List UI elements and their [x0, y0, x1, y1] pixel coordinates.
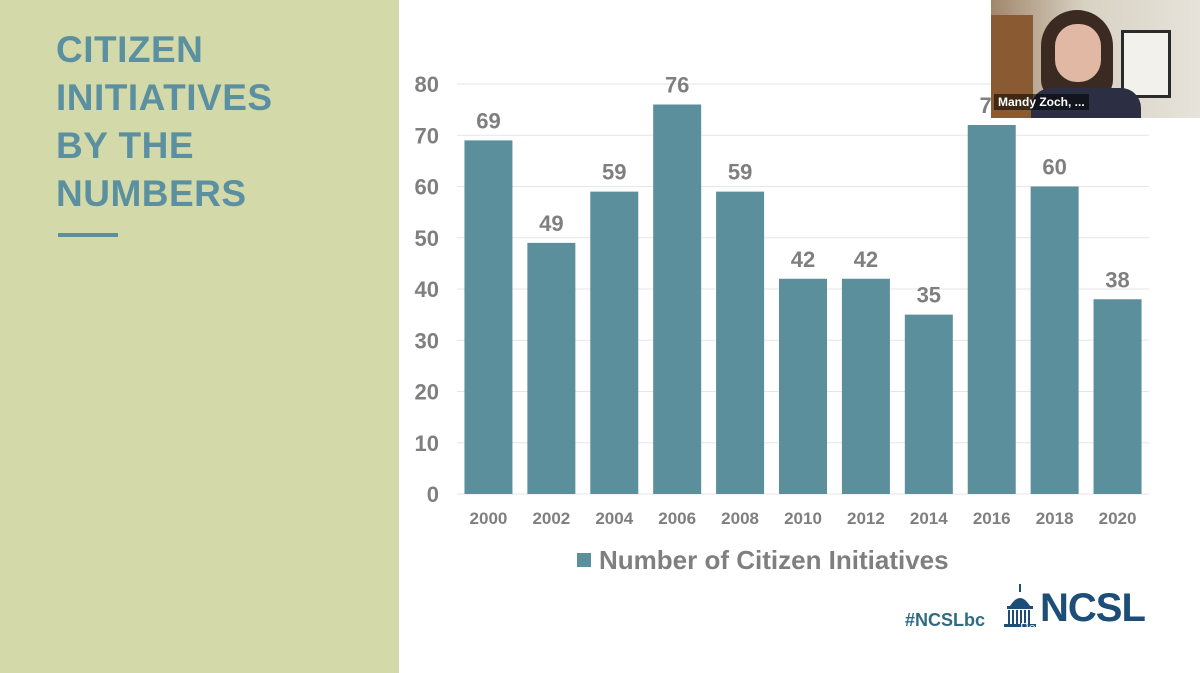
- x-tick-label: 2002: [532, 509, 570, 528]
- data-label: 42: [791, 247, 815, 272]
- y-tick-label: 60: [415, 175, 439, 200]
- participant-video-tile[interactable]: Mandy Zoch, ...: [991, 0, 1200, 118]
- x-tick-label: 2020: [1099, 509, 1137, 528]
- bar: [779, 278, 827, 494]
- title-line: INITIATIVES: [56, 77, 273, 118]
- x-tick-label: 2010: [784, 509, 822, 528]
- zoom-watermark: Powered by Zoom: [1020, 620, 1126, 635]
- bar: [527, 242, 576, 494]
- x-tick-label: 2014: [910, 509, 948, 528]
- legend-label: Number of Citizen Initiatives: [599, 545, 949, 575]
- y-tick-label: 0: [427, 482, 439, 507]
- x-tick-label: 2000: [470, 509, 508, 528]
- x-tick-label: 2016: [973, 509, 1011, 528]
- bar: [1093, 299, 1142, 494]
- bar: [590, 191, 639, 494]
- y-tick-label: 30: [415, 328, 439, 353]
- title-panel: CITIZEN INITIATIVES BY THE NUMBERS: [0, 0, 399, 673]
- y-tick-label: 40: [415, 277, 439, 302]
- data-label: 38: [1105, 267, 1129, 292]
- title-underline: [58, 233, 118, 237]
- data-label: 69: [476, 108, 500, 133]
- title-line: BY THE: [56, 125, 195, 166]
- x-tick-label: 2018: [1036, 509, 1074, 528]
- data-label: 35: [917, 283, 941, 308]
- hashtag: #NCSLbc: [905, 610, 986, 630]
- bar: [1030, 186, 1079, 494]
- y-tick-label: 20: [415, 380, 439, 405]
- ncsl-logo-text: NCSL: [1040, 586, 1146, 630]
- bar: [464, 140, 513, 494]
- participant-name: Mandy Zoch, ...: [994, 94, 1089, 110]
- data-label: 49: [539, 211, 563, 236]
- bar: [967, 125, 1016, 494]
- participant-face: [1055, 24, 1101, 82]
- x-tick-label: 2006: [658, 509, 696, 528]
- data-label: 76: [665, 73, 689, 98]
- y-tick-label: 80: [415, 72, 439, 97]
- bar: [904, 314, 953, 494]
- bar: [841, 278, 890, 494]
- data-label: 59: [728, 160, 752, 185]
- data-label: 42: [854, 247, 878, 272]
- capitol-dome-icon: [1004, 584, 1036, 627]
- data-label: 59: [602, 160, 626, 185]
- bar-chart: 0 10 20 30 40 50 60 70 80 69 2000 49 2002 59 2004 76 200…: [415, 72, 1149, 575]
- slide-title: CITIZEN INITIATIVES BY THE NUMBERS: [56, 26, 376, 218]
- data-label: 60: [1042, 155, 1066, 180]
- title-line: NUMBERS: [56, 173, 247, 214]
- y-tick-label: 10: [415, 431, 439, 456]
- x-tick-label: 2008: [721, 509, 759, 528]
- legend-swatch: [577, 553, 591, 567]
- title-line: CITIZEN: [56, 29, 204, 70]
- x-tick-label: 2012: [847, 509, 885, 528]
- x-tick-label: 2004: [595, 509, 633, 528]
- y-tick-label: 70: [415, 123, 439, 148]
- video-wall-frame: [1121, 30, 1171, 98]
- y-tick-label: 50: [415, 226, 439, 251]
- bar: [653, 104, 702, 494]
- bar: [716, 191, 765, 494]
